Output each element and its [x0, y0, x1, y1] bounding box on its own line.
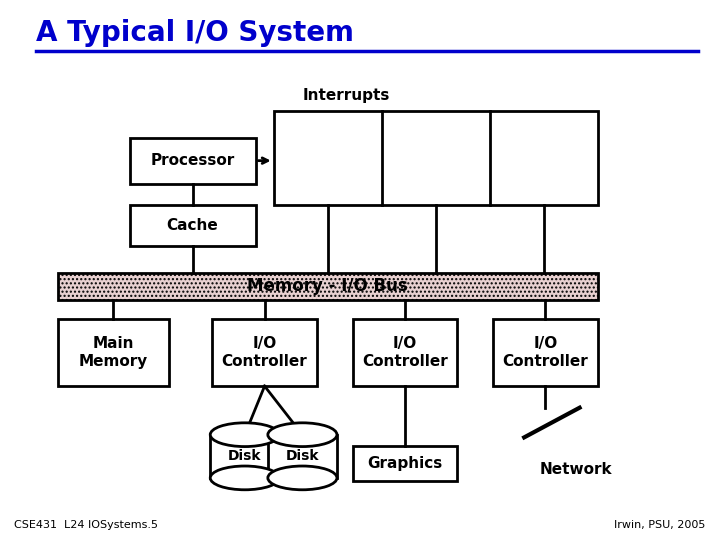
Bar — [58, 273, 598, 300]
Bar — [130, 205, 256, 246]
Text: Interrupts: Interrupts — [302, 87, 390, 103]
Text: I/O
Controller: I/O Controller — [362, 336, 448, 368]
Bar — [274, 111, 598, 205]
Ellipse shape — [268, 423, 337, 447]
Text: Memory - I/O Bus: Memory - I/O Bus — [247, 277, 408, 295]
Text: A Typical I/O System: A Typical I/O System — [36, 19, 354, 47]
Text: Disk: Disk — [228, 449, 261, 463]
Bar — [210, 435, 279, 478]
Ellipse shape — [210, 423, 279, 447]
Bar — [268, 435, 337, 478]
Text: I/O
Controller: I/O Controller — [503, 336, 588, 368]
Text: Irwin, PSU, 2005: Irwin, PSU, 2005 — [614, 520, 706, 530]
Bar — [493, 319, 598, 386]
Text: Disk: Disk — [286, 449, 319, 463]
Text: CSE431  L24 IOSystems.5: CSE431 L24 IOSystems.5 — [14, 520, 158, 530]
Bar — [58, 319, 169, 386]
Ellipse shape — [268, 466, 337, 490]
Bar — [130, 138, 256, 184]
Text: Graphics: Graphics — [367, 456, 443, 470]
Text: Processor: Processor — [150, 153, 235, 168]
Bar — [353, 446, 457, 481]
Ellipse shape — [210, 466, 279, 490]
Text: I/O
Controller: I/O Controller — [222, 336, 307, 368]
Text: Network: Network — [540, 462, 613, 477]
Bar — [212, 319, 317, 386]
Bar — [353, 319, 457, 386]
Text: Cache: Cache — [167, 218, 218, 233]
Text: Main
Memory: Main Memory — [78, 336, 148, 368]
